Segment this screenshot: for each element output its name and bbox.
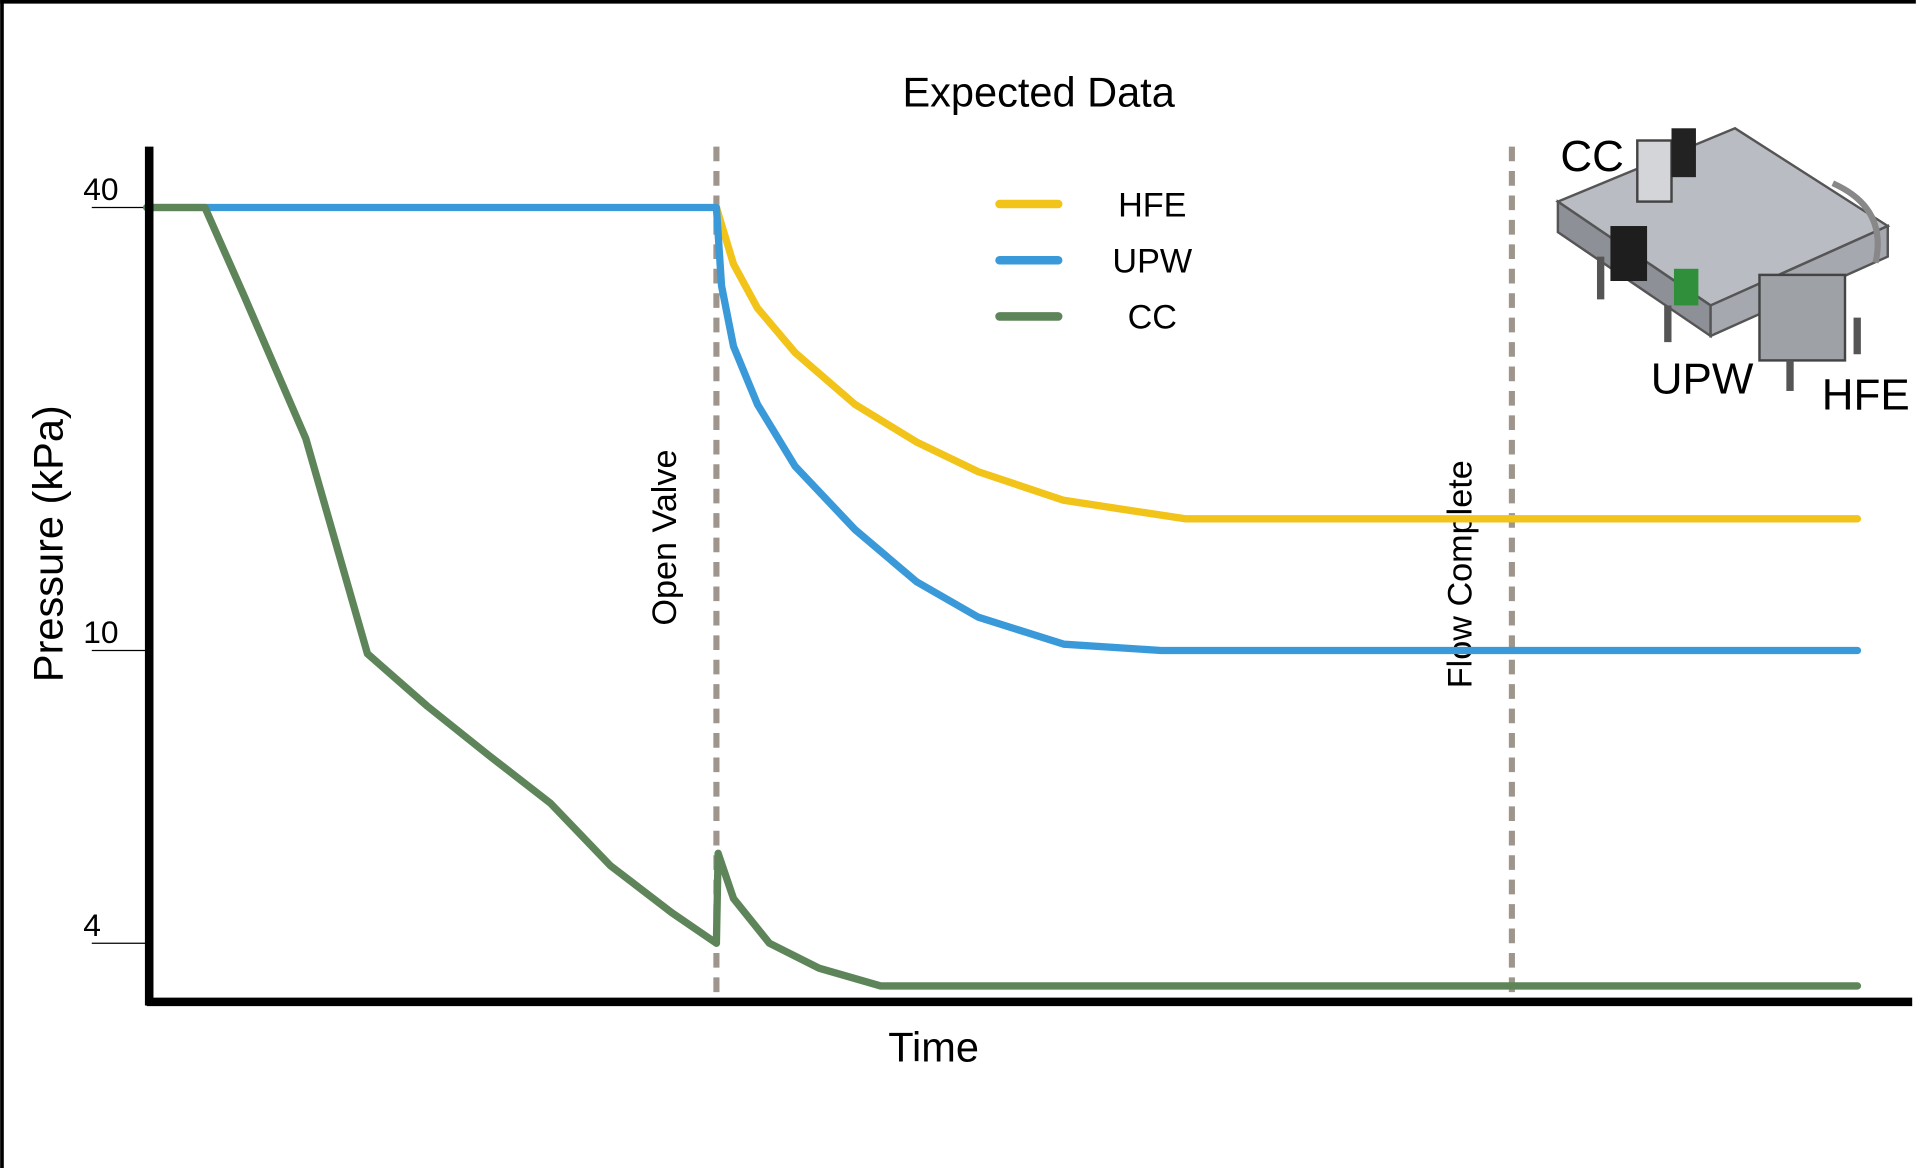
inset-label: HFE: [1822, 370, 1910, 419]
page: {"chart_data": { "type": "line", "title"…: [0, 0, 1916, 1168]
y-tick-label: 40: [83, 171, 118, 207]
y-tick-label: 10: [83, 614, 118, 650]
inset-label: CC: [1560, 132, 1624, 181]
chart: CC UPW HFE Expected Data Time Pressure (…: [0, 0, 1916, 1168]
legend-label: UPW: [1112, 242, 1192, 280]
chart-title: Expected Data: [902, 68, 1175, 115]
legend-label: CC: [1128, 299, 1177, 337]
legend-label: HFE: [1118, 186, 1186, 224]
x-axis-label: Time: [888, 1024, 979, 1071]
annotation-label: Open Valve: [646, 450, 684, 626]
y-axis-label: Pressure (kPa): [24, 405, 71, 682]
inset-label: UPW: [1651, 354, 1754, 403]
y-tick-label: 4: [83, 907, 101, 943]
